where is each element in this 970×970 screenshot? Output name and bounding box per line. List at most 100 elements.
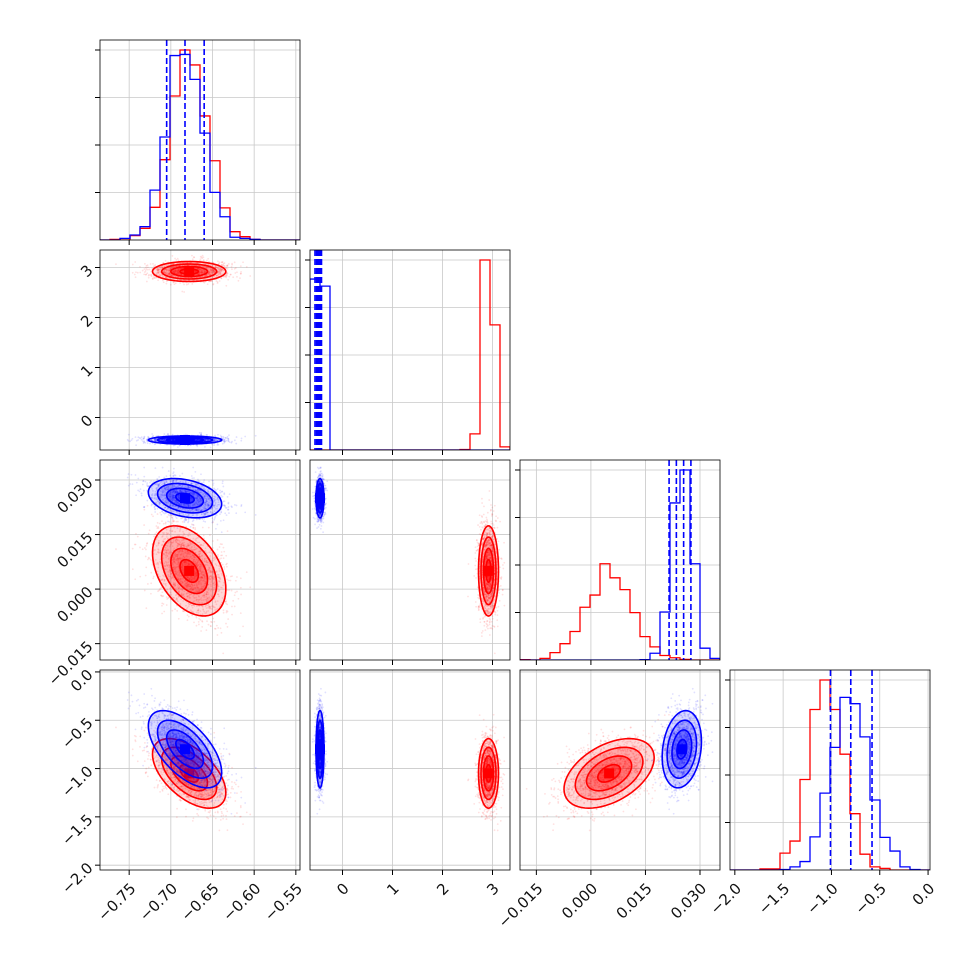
sample-point: [150, 275, 153, 278]
sample-point: [139, 437, 142, 440]
sample-point: [237, 279, 240, 282]
sample-point: [233, 594, 236, 597]
sample-point: [217, 270, 219, 273]
sample-point: [131, 271, 134, 274]
sample-point: [233, 439, 236, 442]
sample-point: [206, 266, 209, 269]
sample-point: [199, 271, 202, 274]
sample-point: [208, 280, 211, 283]
sample-point: [168, 272, 171, 275]
sample-point: [222, 652, 225, 655]
sample-point: [226, 589, 229, 592]
sample-point: [218, 267, 221, 270]
sample-point: [158, 268, 161, 271]
sample-point: [216, 282, 219, 285]
sample-point: [218, 269, 221, 272]
sample-point: [165, 596, 168, 598]
sample-point: [177, 269, 180, 271]
sample-point: [171, 266, 174, 269]
sample-point: [202, 272, 205, 274]
sample-point: [208, 270, 210, 273]
sample-point: [172, 263, 175, 265]
sample-point: [208, 272, 210, 275]
sample-point: [157, 268, 160, 271]
sample-point: [215, 624, 218, 627]
density-peak-series-0: [184, 266, 195, 277]
sample-point: [198, 271, 201, 274]
sample-point: [222, 264, 225, 267]
sample-point: [157, 269, 160, 272]
sample-point: [218, 270, 221, 273]
sample-point: [209, 276, 212, 279]
sample-point: [139, 265, 141, 268]
sample-point: [200, 271, 203, 274]
sample-point: [210, 269, 213, 272]
sample-point: [171, 262, 174, 265]
sample-point: [220, 261, 223, 264]
sample-point: [213, 444, 216, 447]
sample-point: [181, 267, 184, 270]
sample-point: [201, 620, 203, 622]
sample-point: [151, 278, 154, 281]
sample-point: [216, 272, 219, 275]
sample-point: [147, 532, 150, 535]
sample-point: [136, 271, 139, 274]
sample-point: [198, 272, 201, 274]
sample-point: [191, 258, 194, 261]
sample-point: [222, 263, 225, 265]
sample-point: [165, 280, 168, 283]
sample-point: [163, 610, 166, 613]
sample-point: [165, 604, 168, 606]
sample-point: [249, 275, 252, 277]
sample-point: [199, 258, 202, 261]
sample-point: [199, 268, 202, 271]
sample-point: [214, 627, 217, 630]
sample-point: [218, 261, 221, 264]
sample-point: [221, 268, 224, 271]
sample-point: [160, 513, 163, 516]
sample-point: [230, 265, 233, 268]
sample-point: [203, 271, 206, 274]
sample-point: [201, 526, 204, 529]
sample-point: [208, 269, 210, 272]
sample-point: [147, 276, 150, 279]
sample-point: [234, 591, 237, 594]
sample-point: [158, 266, 161, 269]
sample-point: [150, 274, 152, 277]
sample-point: [208, 272, 210, 275]
sample-point: [206, 263, 209, 266]
sample-point: [154, 277, 157, 279]
sample-point: [219, 271, 221, 274]
sample-point: [172, 520, 175, 523]
sample-point: [166, 516, 169, 518]
sample-point: [218, 558, 221, 561]
sample-point: [224, 436, 227, 439]
sample-point: [204, 275, 207, 277]
sample-point: [176, 609, 179, 612]
panel-0-0: [100, 40, 300, 240]
sample-point: [204, 270, 207, 273]
sample-point: [245, 571, 248, 574]
sample-point: [226, 264, 229, 267]
sample-point: [216, 260, 219, 263]
sample-point: [197, 267, 200, 270]
sample-point: [157, 272, 159, 275]
sample-point: [150, 513, 153, 516]
sample-point: [143, 436, 146, 439]
sample-point: [144, 273, 147, 276]
sample-point: [207, 526, 210, 529]
sample-point: [173, 271, 176, 274]
sample-point: [204, 266, 207, 269]
sample-point: [146, 504, 149, 507]
sample-point: [176, 446, 179, 449]
sample-point: [203, 269, 206, 272]
sample-point: [232, 599, 235, 602]
sample-point: [139, 271, 142, 274]
sample-point: [235, 436, 238, 438]
sample-point: [170, 274, 173, 277]
sample-point: [198, 271, 201, 274]
sample-point: [181, 520, 184, 523]
sample-point: [239, 577, 242, 580]
sample-point: [205, 267, 208, 270]
sample-point: [195, 624, 198, 627]
